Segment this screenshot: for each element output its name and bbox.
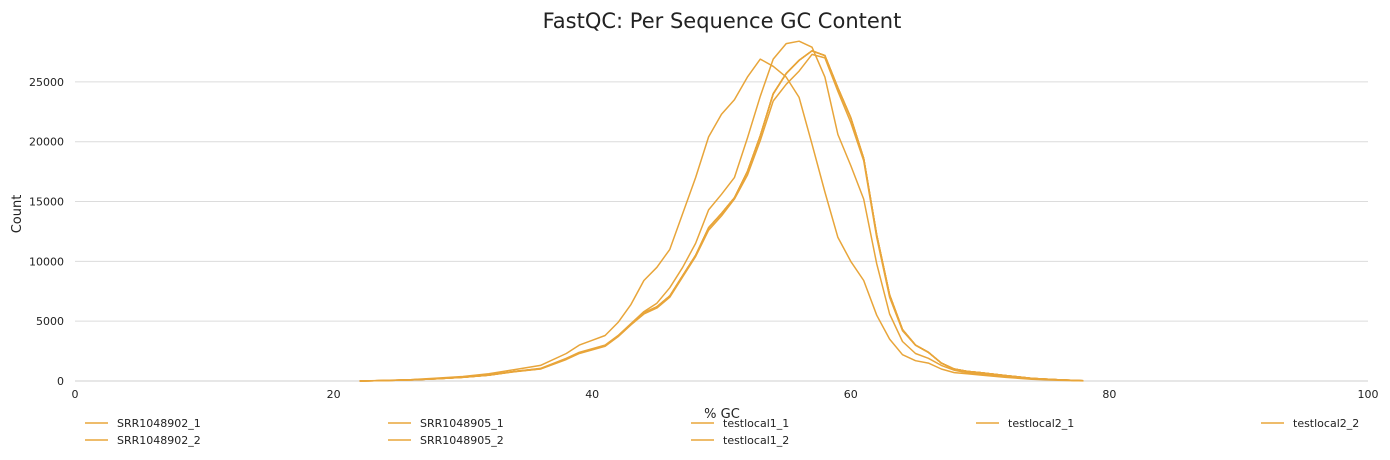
legend-label: SRR1048905_1 bbox=[420, 417, 504, 430]
legend-label: SRR1048902_1 bbox=[117, 417, 201, 430]
legend-label: testlocal1_2 bbox=[723, 434, 789, 447]
y-tick-label: 5000 bbox=[36, 315, 64, 328]
y-tick-label: 20000 bbox=[29, 136, 64, 149]
series-line-srr1048902-1[interactable] bbox=[359, 40, 1084, 382]
y-axis-ticks: 0 5000 10000 15000 20000 25000 bbox=[29, 76, 64, 388]
series-line-srr1048905-1[interactable] bbox=[359, 58, 1084, 382]
series-line-srr1048902-2[interactable] bbox=[359, 53, 1084, 382]
chart-title: FastQC: Per Sequence GC Content bbox=[543, 9, 902, 33]
legend: SRR1048902_1 SRR1048902_2 SRR1048905_1 SRR1… bbox=[85, 417, 1359, 447]
legend-item[interactable]: testlocal1_2 bbox=[691, 434, 789, 447]
legend-label: testlocal1_1 bbox=[723, 417, 789, 430]
x-tick-label: 40 bbox=[585, 388, 599, 401]
x-axis-ticks: 0 20 40 60 80 100 bbox=[72, 388, 1379, 401]
x-tick-label: 100 bbox=[1358, 388, 1379, 401]
legend-label: SRR1048905_2 bbox=[420, 434, 504, 447]
x-tick-label: 60 bbox=[844, 388, 858, 401]
x-tick-label: 20 bbox=[327, 388, 341, 401]
x-axis-label: % GC bbox=[704, 407, 740, 422]
y-tick-label: 25000 bbox=[29, 76, 64, 89]
legend-label: SRR1048902_2 bbox=[117, 434, 201, 447]
series-line-testlocal2-2[interactable] bbox=[359, 50, 1084, 382]
y-axis-label: Count bbox=[10, 195, 25, 234]
legend-item[interactable]: testlocal1_1 bbox=[691, 417, 789, 430]
legend-item[interactable]: SRR1048905_2 bbox=[388, 434, 504, 447]
series-lines bbox=[359, 40, 1084, 382]
legend-item[interactable]: testlocal2_1 bbox=[976, 417, 1074, 430]
legend-label: testlocal2_1 bbox=[1008, 417, 1074, 430]
legend-item[interactable]: SRR1048905_1 bbox=[388, 417, 504, 430]
gridlines bbox=[75, 81, 1368, 322]
x-tick-label: 0 bbox=[72, 388, 79, 401]
y-tick-label: 0 bbox=[57, 375, 64, 388]
legend-item[interactable]: SRR1048902_2 bbox=[85, 434, 201, 447]
y-tick-label: 15000 bbox=[29, 196, 64, 209]
y-tick-label: 10000 bbox=[29, 255, 64, 268]
legend-item[interactable]: testlocal2_2 bbox=[1261, 417, 1359, 430]
legend-label: testlocal2_2 bbox=[1293, 417, 1359, 430]
legend-item[interactable]: SRR1048902_1 bbox=[85, 417, 201, 430]
x-tick-label: 80 bbox=[1102, 388, 1116, 401]
